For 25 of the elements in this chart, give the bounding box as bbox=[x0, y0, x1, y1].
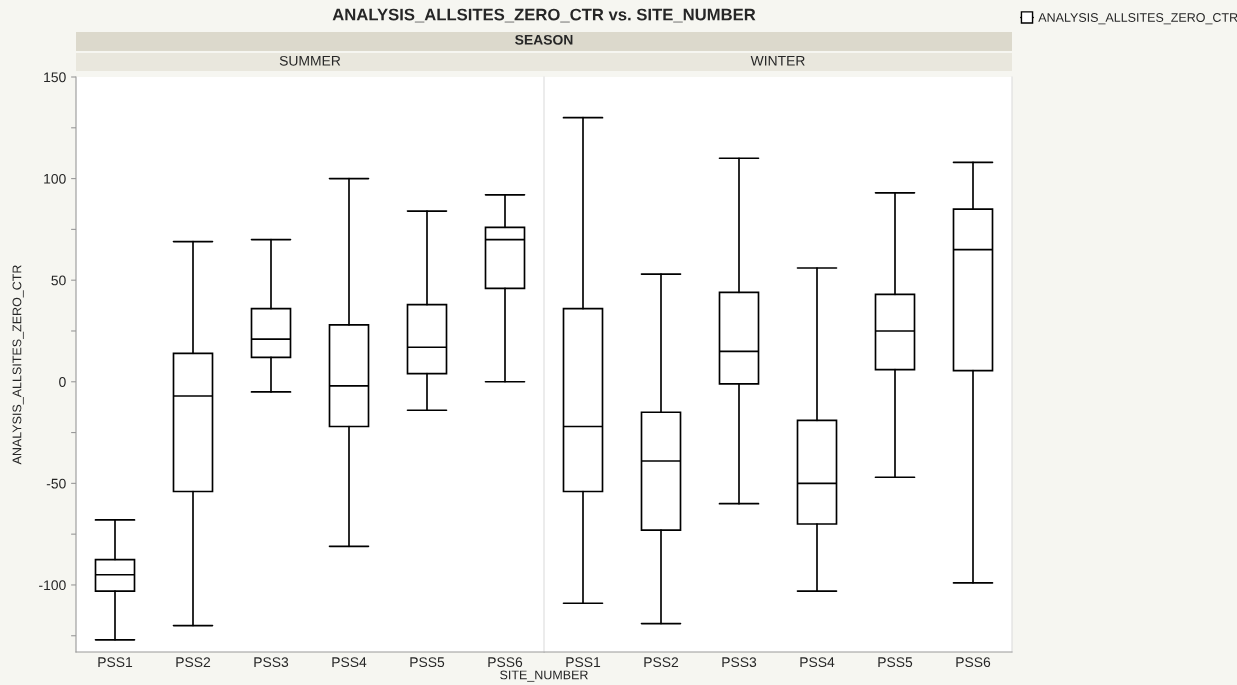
x-tick-label: PSS2 bbox=[176, 657, 211, 668]
x-tick-label: PSS2 bbox=[644, 657, 679, 668]
x-tick-label: PSS5 bbox=[878, 657, 913, 668]
y-tick-label: 0 bbox=[59, 377, 66, 387]
x-tick-label: PSS6 bbox=[956, 657, 991, 668]
x-tick-label: PSS1 bbox=[566, 657, 601, 668]
x-tick-label: PSS3 bbox=[254, 657, 289, 668]
x-tick-label: PSS3 bbox=[722, 657, 757, 668]
y-tick-label: -100 bbox=[39, 580, 66, 591]
y-tick-label: 100 bbox=[44, 173, 66, 184]
y-tick-label: 150 bbox=[44, 72, 66, 83]
legend-label: ANALYSIS_ALLSITES_ZERO_CTR bbox=[1038, 13, 1237, 25]
chart-title: ANALYSIS_ALLSITES_ZERO_CTR vs. SITE_NUMBER bbox=[332, 8, 756, 23]
x-tick-label: PSS4 bbox=[332, 657, 367, 668]
y-tick-label: -50 bbox=[46, 478, 66, 489]
x-tick-label: PSS1 bbox=[98, 657, 133, 668]
x-tick-label: PSS4 bbox=[800, 657, 835, 668]
chart-subtitle: SEASON bbox=[515, 34, 573, 45]
x-tick-label: PSS6 bbox=[488, 657, 523, 668]
y-axis-title: ANALYSIS_ALLSITES_ZERO_CTR bbox=[12, 265, 24, 465]
y-tick-label: 50 bbox=[51, 275, 66, 286]
text: WINTER bbox=[750, 56, 805, 66]
text: SUMMER bbox=[279, 55, 341, 66]
x-tick-label: PSS5 bbox=[410, 657, 445, 668]
x-axis-title: SITE_NUMBER bbox=[500, 670, 588, 682]
